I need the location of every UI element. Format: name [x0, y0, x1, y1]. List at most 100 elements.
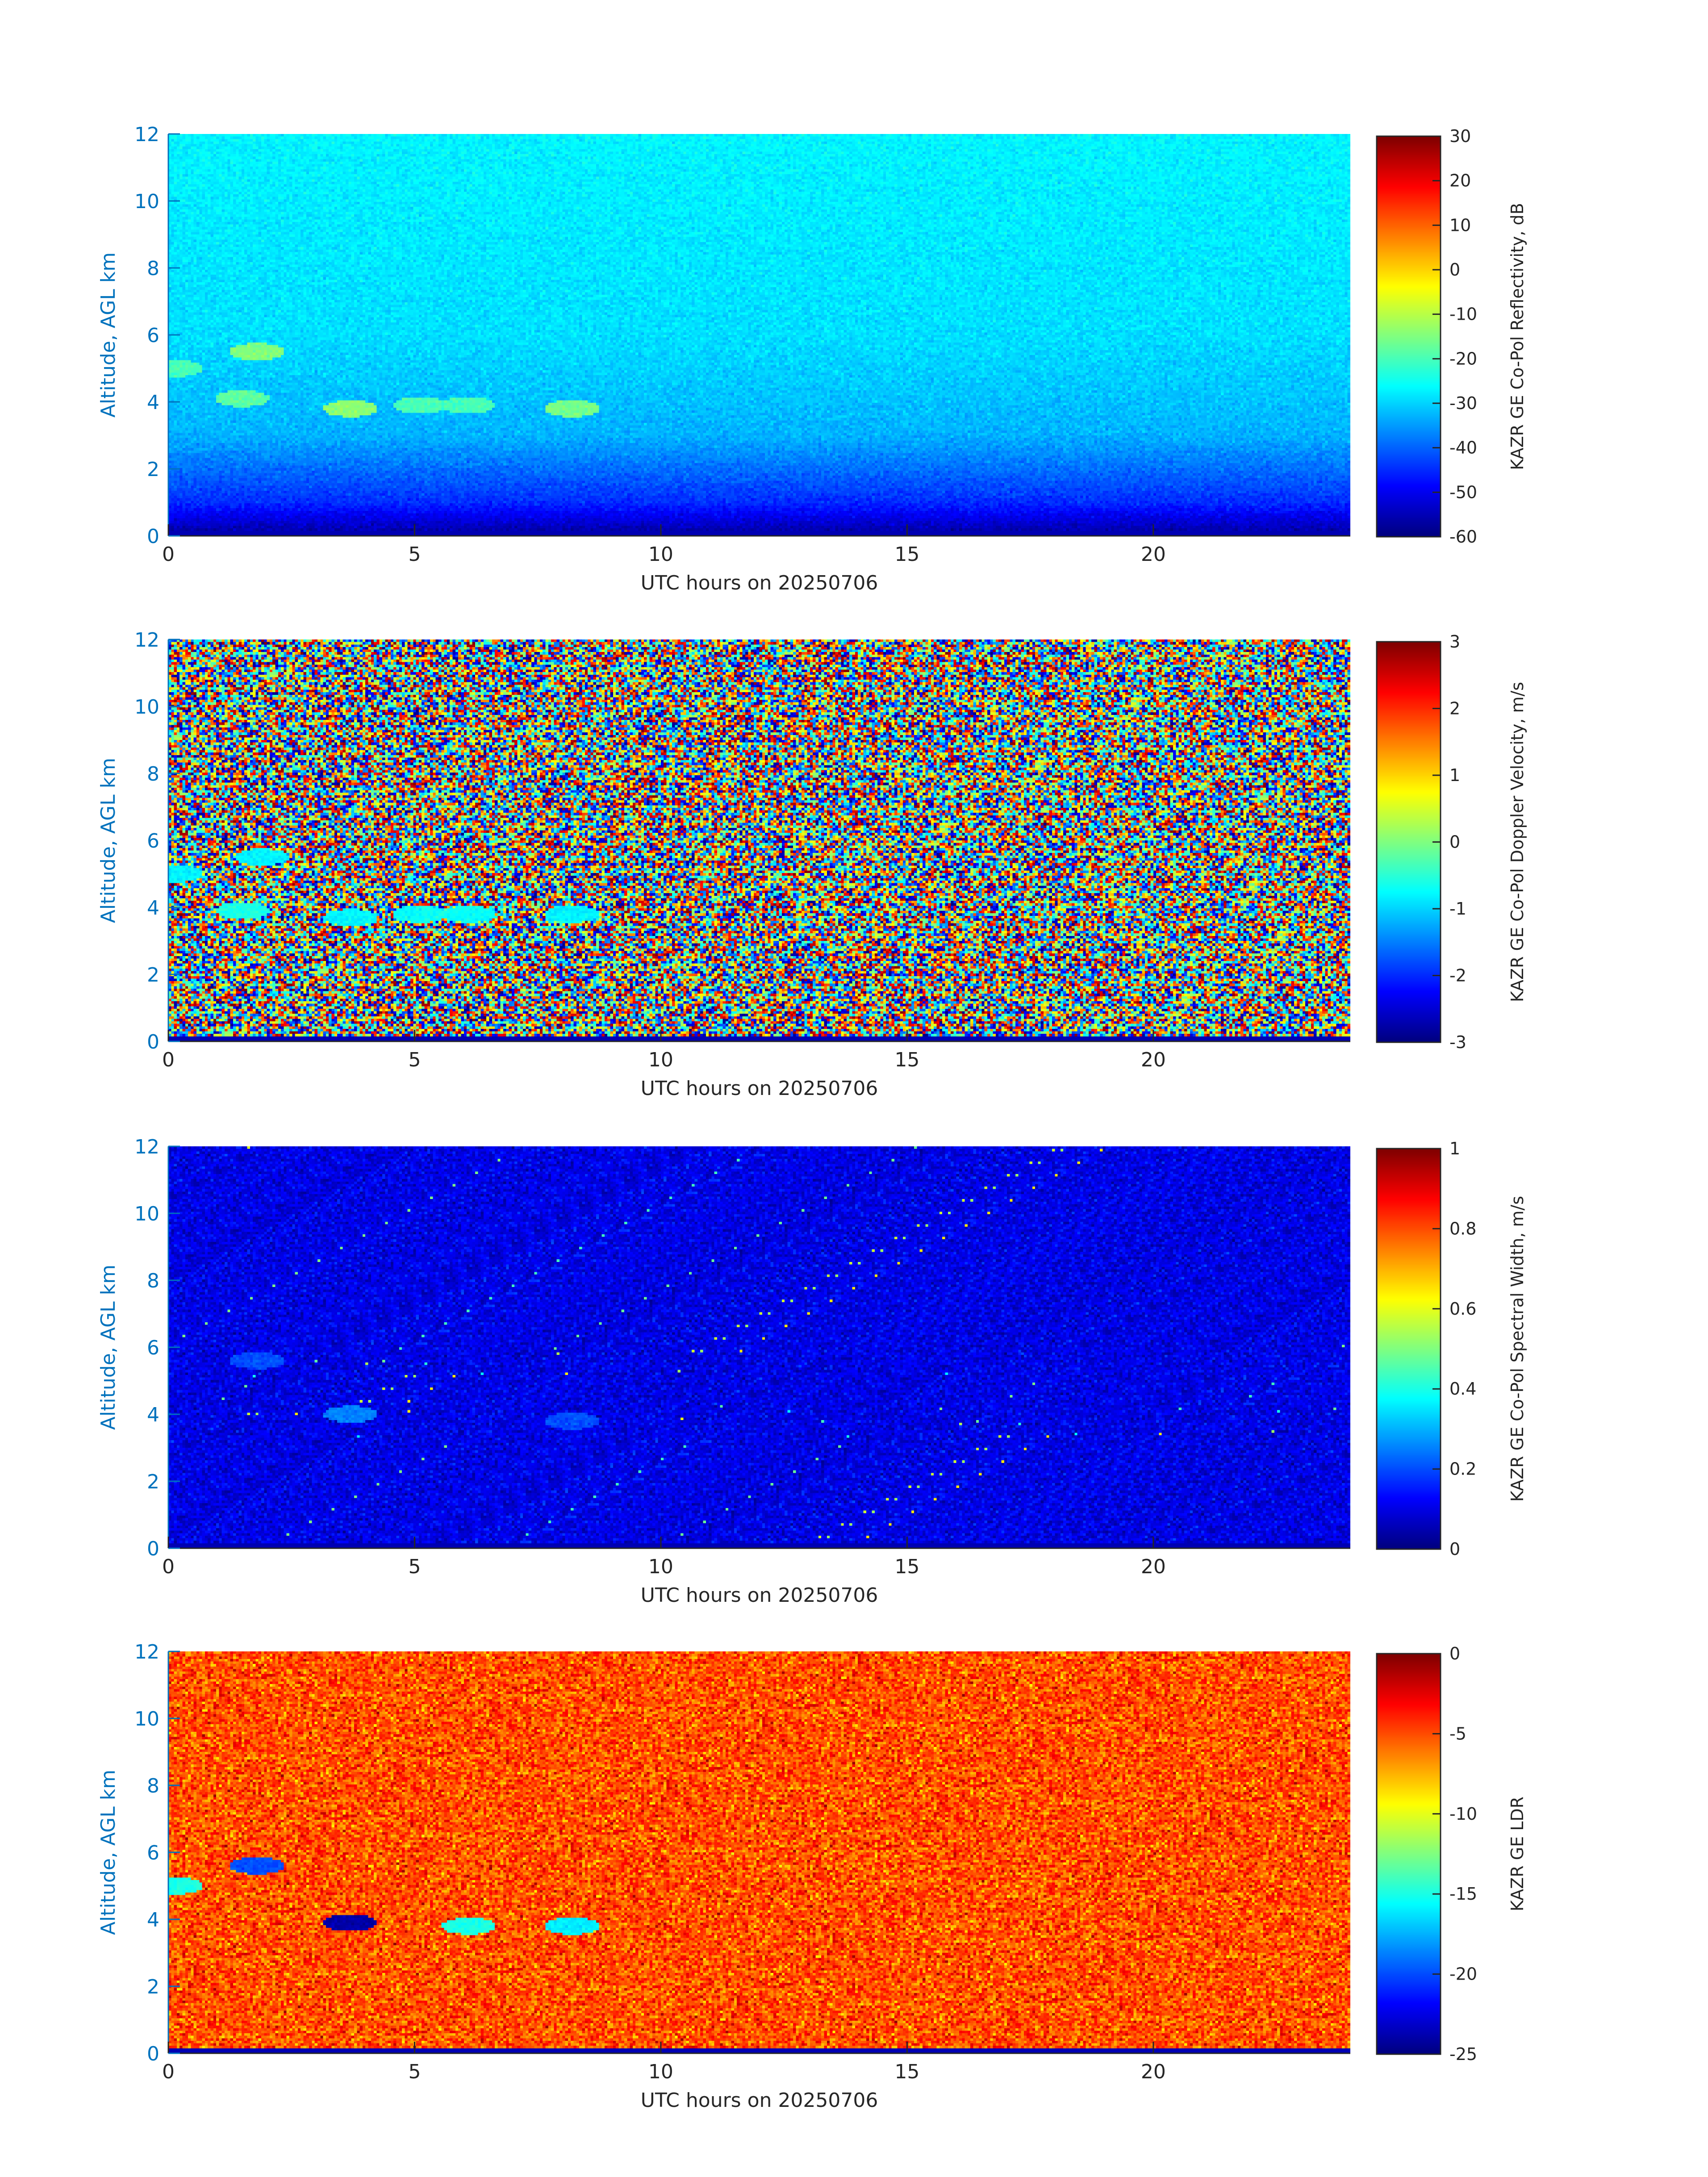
colorbar-frame	[1376, 135, 1441, 538]
heatmap-reflectivity	[168, 134, 1350, 536]
y-tick-label: 0	[147, 525, 159, 548]
colorbar-tick-label: 30	[1449, 126, 1471, 146]
colorbar-tick-label: 0.6	[1449, 1299, 1476, 1319]
y-tick-label: 0	[147, 2043, 159, 2065]
y-tick-label: 6	[147, 1337, 159, 1359]
colorbar-doppler_velocity	[1377, 642, 1441, 1042]
y-tick-label: 0	[147, 1538, 159, 1560]
colorbar-tick-label: -15	[1449, 1884, 1477, 1904]
colorbar-tick-label: 3	[1449, 632, 1460, 652]
colorbar-label: KAZR GE Co-Pol Spectral Width, m/s	[1508, 1196, 1527, 1502]
y-tick-label: 10	[134, 696, 159, 719]
x-tick-label: 0	[162, 1049, 175, 1071]
y-tick-label: 2	[147, 1976, 159, 1998]
x-tick-label: 20	[1141, 1555, 1166, 1578]
x-tick-label: 5	[408, 1049, 421, 1071]
colorbar-tick-label: 1	[1449, 1139, 1460, 1158]
x-axis-label: UTC hours on 20250706	[641, 572, 878, 594]
y-tick-label: 0	[147, 1031, 159, 1053]
y-tick-label: 2	[147, 1471, 159, 1493]
x-tick-label: 10	[648, 543, 673, 566]
y-tick-label: 12	[134, 629, 159, 652]
x-tick-label: 20	[1141, 543, 1166, 566]
panel-ldr: 0 5 10 15 20 0 2 4 6 8 10 12 UTC hours on 20250706 Al…	[97, 1641, 1527, 2112]
colorbar-tick-label: -3	[1449, 1032, 1466, 1052]
y-tick-label: 8	[147, 763, 159, 786]
y-tick-label: 6	[147, 1842, 159, 1864]
y-tick-label: 8	[147, 1775, 159, 1797]
y-tick-label: 4	[147, 897, 159, 919]
heatmap-doppler_velocity	[168, 639, 1350, 1041]
colorbar-spectral_width	[1377, 1149, 1441, 1549]
x-tick-label: 5	[408, 1555, 421, 1578]
x-axis-label: UTC hours on 20250706	[641, 2089, 878, 2112]
colorbar-tick-label: 0.4	[1449, 1379, 1476, 1399]
y-tick-label: 6	[147, 830, 159, 852]
colorbar-tick-label: -2	[1449, 966, 1466, 986]
y-tick-label: 12	[134, 1641, 159, 1663]
colorbar-tick-label: -50	[1449, 482, 1477, 502]
panel-reflectivity: 0 5 10 15 20 0 2 4 6 8 10 12 UTC hours on 20250706 Al…	[97, 123, 1527, 594]
x-tick-label: 0	[162, 2060, 175, 2083]
heatmap-spectral_width	[168, 1146, 1350, 1548]
colorbar-frame	[1376, 1148, 1441, 1550]
y-axis-label: Altitude, AGL km	[97, 1265, 120, 1430]
colorbar-label: KAZR GE Co-Pol Doppler Velocity, m/s	[1508, 682, 1527, 1002]
heatmap-ldr	[168, 1651, 1350, 2053]
colorbar-label: KAZR GE LDR	[1508, 1797, 1527, 1911]
colorbar-tick-label: 0	[1449, 832, 1460, 852]
colorbar-tick-label: 1	[1449, 765, 1460, 785]
y-tick-label: 8	[147, 257, 159, 280]
colorbar-tick-label: -10	[1449, 305, 1477, 324]
colorbar-tick-label: -20	[1449, 349, 1477, 368]
y-tick-label: 2	[147, 964, 159, 986]
y-tick-label: 4	[147, 391, 159, 414]
y-tick-label: 10	[134, 1708, 159, 1730]
x-tick-label: 15	[894, 1049, 919, 1071]
colorbar-tick-label: 0	[1449, 260, 1460, 280]
x-axis-label: UTC hours on 20250706	[641, 1584, 878, 1607]
colorbar-tick-label: -20	[1449, 1964, 1477, 1984]
x-tick-label: 15	[894, 543, 919, 566]
y-tick-label: 10	[134, 190, 159, 213]
y-tick-label: 4	[147, 1909, 159, 1931]
colorbar-tick-label: -25	[1449, 2044, 1477, 2064]
colorbar-ldr	[1377, 1654, 1441, 2054]
colorbar-tick-label: 10	[1449, 215, 1471, 235]
x-tick-label: 0	[162, 543, 175, 566]
colorbar-tick-label: -10	[1449, 1804, 1477, 1824]
y-tick-label: 10	[134, 1203, 159, 1225]
x-tick-label: 20	[1141, 2060, 1166, 2083]
colorbar-tick-label: 0	[1449, 1644, 1460, 1663]
colorbar-reflectivity	[1377, 136, 1441, 537]
colorbar-tick-label: 0	[1449, 1539, 1460, 1559]
y-tick-label: 12	[134, 123, 159, 146]
y-tick-label: 8	[147, 1270, 159, 1292]
colorbar-tick-label: 0.8	[1449, 1219, 1476, 1238]
x-tick-label: 10	[648, 1555, 673, 1578]
x-axis-label: UTC hours on 20250706	[641, 1077, 878, 1100]
colorbar-frame	[1376, 1653, 1441, 2055]
colorbar-tick-label: -30	[1449, 393, 1477, 413]
y-tick-label: 4	[147, 1404, 159, 1426]
x-tick-label: 20	[1141, 1049, 1166, 1071]
x-tick-label: 10	[648, 2060, 673, 2083]
y-tick-label: 6	[147, 324, 159, 347]
y-axis-label: Altitude, AGL km	[97, 1770, 120, 1935]
colorbar-label: KAZR GE Co-Pol Reflectivity, dB	[1508, 203, 1527, 470]
colorbar-tick-label: 2	[1449, 699, 1460, 719]
colorbar-tick-label: -40	[1449, 438, 1477, 458]
x-tick-label: 15	[894, 1555, 919, 1578]
x-tick-label: 10	[648, 1049, 673, 1071]
colorbar-tick-label: 0.2	[1449, 1459, 1476, 1479]
colorbar-tick-label: 20	[1449, 171, 1471, 191]
y-axis-label: Altitude, AGL km	[97, 252, 120, 418]
colorbar-tick-label: -60	[1449, 527, 1477, 547]
y-tick-label: 12	[134, 1136, 159, 1158]
x-tick-label: 0	[162, 1555, 175, 1578]
x-tick-label: 5	[408, 2060, 421, 2083]
x-tick-label: 5	[408, 543, 421, 566]
